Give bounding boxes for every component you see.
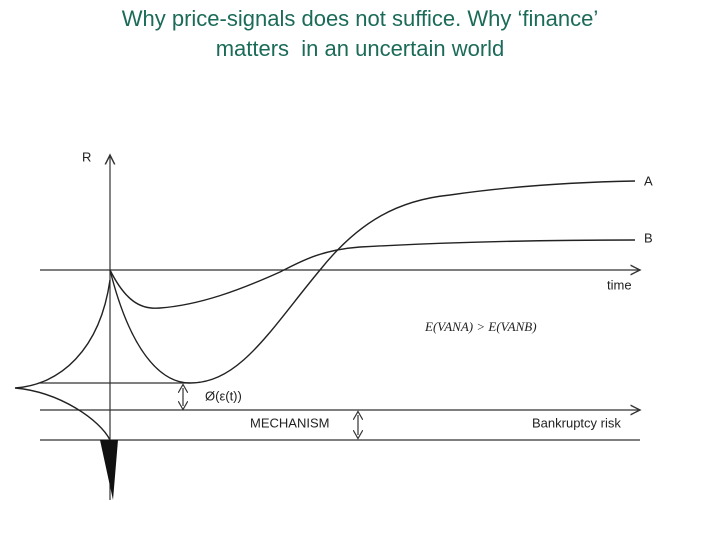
distribution [14,279,111,441]
curve-label: A [644,173,653,188]
axis-label: Bankruptcy risk [532,415,621,430]
curve-label: B [644,230,653,245]
mechanism-label: MECHANISM [250,415,329,430]
slide-title: Why price-signals does not suffice. Why … [0,4,720,64]
y-axis-label: R [82,149,91,164]
axis-label: time [607,277,632,292]
title-line: matters in an uncertain world [215,36,505,61]
curve-a [109,180,636,384]
inequality: E(VANA) > E(VANB) [424,319,537,334]
phi-label: Ø(ε(t)) [205,388,242,403]
title-line: Why price-signals does not suffice. Why … [121,6,599,31]
tail-spike [100,440,118,500]
curve-b [109,239,636,309]
